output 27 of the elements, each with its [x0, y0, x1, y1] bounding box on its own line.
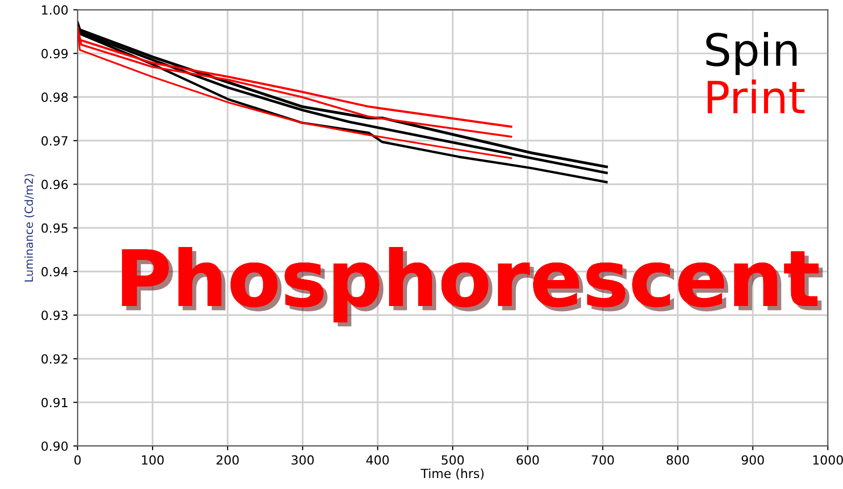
x-tick-label: 200 [216, 455, 239, 465]
x-tick-label: 400 [366, 455, 389, 465]
y-tick-label: 0.97 [42, 136, 68, 146]
x-tick-label: 600 [516, 455, 539, 465]
x-tick-label: 100 [142, 455, 164, 465]
y-tick-label: 0.95 [42, 223, 68, 233]
y-tick-label: 0.94 [42, 266, 68, 276]
x-axis-title: Time (hrs) [420, 468, 484, 480]
x-tick-label: 0 [74, 455, 81, 465]
x-tick-label: 1000 [813, 455, 843, 465]
annotation: Phosphorescent [122, 246, 823, 326]
x-tick-label: 700 [592, 455, 614, 465]
y-axis-title: Luminance (Cd/m2) [24, 174, 34, 282]
y-tick-label: 0.99 [42, 48, 68, 58]
y-tick-label: 0.92 [42, 354, 68, 364]
y-tick-label: 0.93 [42, 310, 68, 320]
y-tick-label: 0.96 [42, 180, 68, 190]
text: Spin [706, 32, 797, 76]
text: Print [708, 79, 805, 114]
y-tick-label: 0.91 [42, 398, 68, 408]
y-tick-label: 0.90 [42, 441, 68, 451]
x-tick-label: 300 [292, 455, 314, 465]
x-tick-label: 500 [442, 455, 464, 465]
y-tick-label: 0.98 [42, 92, 68, 102]
x-tick-label: 800 [666, 455, 689, 465]
y-tick-label: 1.00 [42, 5, 68, 15]
x-tick-label: 900 [742, 455, 764, 465]
